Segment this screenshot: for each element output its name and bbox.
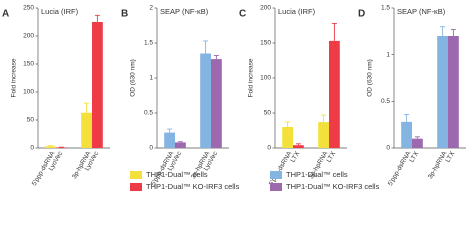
y-tick-label: 100 [23, 89, 34, 96]
bar [81, 112, 92, 148]
legend-swatch [130, 183, 142, 191]
y-axis-label: Fold increase [248, 58, 255, 97]
error-bar [450, 29, 456, 36]
y-tick-label: 0 [30, 145, 34, 152]
y-tick-label: 50 [264, 110, 272, 117]
y-axis-label: Fold increase [11, 58, 18, 97]
y-tick-label: 100 [260, 75, 271, 82]
bar [56, 147, 67, 148]
bar [175, 142, 186, 148]
y-tick-label: 150 [23, 61, 34, 68]
bar [329, 40, 340, 148]
bar [164, 132, 175, 148]
figure: A Lucia (IRF)Fold increase050100150200250… [2, 5, 466, 191]
error-bar [404, 113, 410, 122]
y-tick-label: 0 [386, 145, 390, 152]
y-tick-label: 0.5 [381, 98, 390, 105]
panel-title: Lucia (IRF) [41, 7, 79, 16]
legend-label: THP1-Dual™ cells [286, 170, 348, 179]
y-tick-label: 1 [386, 51, 390, 58]
y-axis-label: OD (630 nm) [367, 59, 374, 97]
panel-title: SEAP (NF-κB) [397, 7, 446, 16]
y-tick-label: 0.5 [144, 110, 153, 117]
y-tick-label: 150 [260, 40, 271, 47]
x-tick-label: LTX [408, 150, 420, 164]
bar [282, 127, 293, 148]
bar [448, 36, 459, 148]
error-bar [177, 141, 183, 143]
legend-swatch [130, 171, 142, 179]
x-tick-label: LTX [325, 150, 337, 164]
y-tick-label: 250 [23, 5, 34, 12]
legend-label: THP1-Dual™ KO-IRF3 cells [286, 182, 380, 191]
error-bar [414, 136, 420, 139]
bar [200, 53, 211, 148]
x-tick-label: 3p-hpRNA [427, 150, 449, 180]
error-bar [94, 14, 100, 22]
bar [412, 138, 423, 148]
error-bar [285, 121, 291, 127]
bar [401, 121, 412, 148]
error-bar [440, 26, 446, 36]
error-bar [84, 102, 90, 113]
y-tick-label: 2 [149, 5, 153, 12]
x-tick-label: 5'ppp-dsRNA [387, 150, 413, 187]
error-bar [48, 145, 54, 147]
bar [293, 145, 304, 148]
y-tick-label: 50 [27, 117, 35, 124]
bar [211, 59, 222, 148]
y-tick-label: 200 [260, 5, 271, 12]
panel-title: SEAP (NF-κB) [160, 7, 209, 16]
error-bar [321, 114, 327, 123]
x-tick-label: LTX [444, 150, 456, 164]
legend-swatch [270, 183, 282, 191]
y-tick-label: 1 [149, 75, 153, 82]
error-bar [167, 128, 173, 133]
x-tick-label: LTX [289, 150, 301, 164]
y-tick-label: 200 [23, 33, 34, 40]
panel-title: Lucia (IRF) [278, 7, 316, 16]
y-tick-label: 1.5 [144, 40, 153, 47]
error-bar [331, 22, 337, 41]
y-tick-label: 0 [149, 145, 153, 152]
legend-label: THP1-Dual™ cells [146, 170, 208, 179]
legend-swatch [270, 171, 282, 179]
bar [318, 122, 329, 148]
y-tick-label: 0 [267, 145, 271, 152]
error-bar [295, 143, 301, 146]
error-bar [213, 55, 219, 60]
panel-label: B [121, 9, 128, 20]
y-tick-label: 1.5 [381, 5, 390, 12]
bar [437, 36, 448, 148]
panel-label: C [239, 9, 246, 20]
bar [45, 146, 56, 148]
legend-label: THP1-Dual™ KO-IRF3 cells [146, 182, 240, 191]
panel-label: D [358, 9, 365, 20]
y-axis-label: OD (630 nm) [130, 59, 137, 97]
error-bar [203, 40, 209, 54]
bar [92, 22, 103, 148]
panel-label: A [2, 9, 9, 20]
